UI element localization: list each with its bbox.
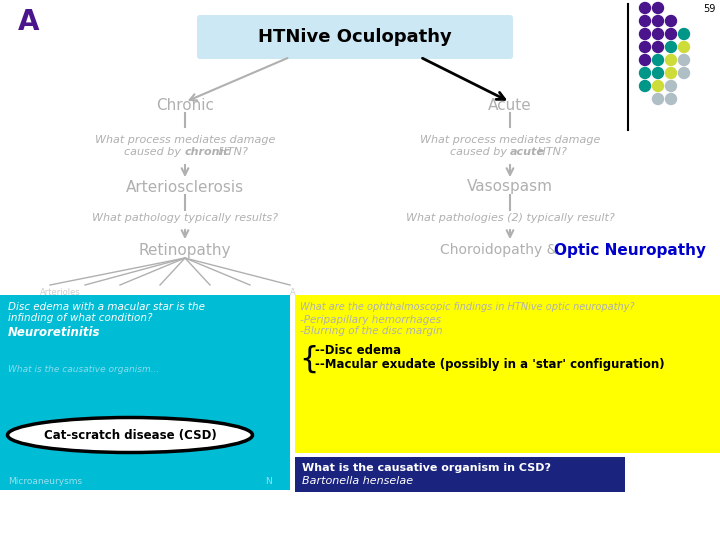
Circle shape	[652, 93, 664, 105]
FancyBboxPatch shape	[295, 295, 720, 453]
Circle shape	[665, 80, 677, 91]
Circle shape	[652, 29, 664, 39]
Text: Vasospasm: Vasospasm	[467, 179, 553, 194]
Ellipse shape	[7, 417, 253, 453]
Circle shape	[639, 3, 650, 14]
Circle shape	[639, 16, 650, 26]
FancyBboxPatch shape	[197, 15, 513, 59]
Text: Arterioles: Arterioles	[40, 288, 81, 297]
Text: What process mediates damage: What process mediates damage	[420, 135, 600, 145]
Circle shape	[678, 55, 690, 65]
Circle shape	[639, 42, 650, 52]
Text: A: A	[18, 8, 40, 36]
Text: What is the causative organism...: What is the causative organism...	[8, 365, 159, 374]
Circle shape	[652, 80, 664, 91]
Text: caused by: caused by	[449, 147, 510, 157]
Text: What are the ophthalmoscopic findings in HTNive optic neuropathy?: What are the ophthalmoscopic findings in…	[300, 302, 634, 312]
Circle shape	[665, 55, 677, 65]
Text: Cat-scratch disease (CSD): Cat-scratch disease (CSD)	[44, 429, 217, 442]
Text: Disc edema with a macular star is the: Disc edema with a macular star is the	[8, 302, 205, 312]
Circle shape	[678, 29, 690, 39]
Text: acute: acute	[510, 147, 545, 157]
Text: caused by: caused by	[125, 147, 185, 157]
FancyBboxPatch shape	[0, 295, 290, 490]
Text: -Peripapillary hemorrhages: -Peripapillary hemorrhages	[300, 315, 441, 325]
Circle shape	[639, 68, 650, 78]
Text: Neuroretinitis: Neuroretinitis	[8, 326, 101, 339]
Circle shape	[639, 80, 650, 91]
Text: --Disc edema: --Disc edema	[315, 344, 401, 357]
Text: infinding of what condition?: infinding of what condition?	[8, 313, 153, 323]
Text: Optic Neuropathy: Optic Neuropathy	[554, 242, 706, 258]
Text: Bartonella henselae: Bartonella henselae	[302, 476, 413, 486]
Text: N: N	[265, 477, 271, 486]
Text: What pathologies (2) typically result?: What pathologies (2) typically result?	[405, 213, 614, 223]
Text: Chronic: Chronic	[156, 98, 214, 113]
Text: Microaneurysms: Microaneurysms	[8, 477, 82, 486]
Text: -Blurring of the disc margin: -Blurring of the disc margin	[300, 326, 443, 336]
Text: What pathology typically results?: What pathology typically results?	[92, 213, 278, 223]
FancyBboxPatch shape	[295, 457, 625, 492]
Text: HTN?: HTN?	[534, 147, 567, 157]
Text: Acute: Acute	[488, 98, 532, 113]
Circle shape	[652, 16, 664, 26]
Text: Choroidopathy &: Choroidopathy &	[440, 243, 562, 257]
Text: HTNive Oculopathy: HTNive Oculopathy	[258, 28, 452, 46]
Circle shape	[665, 42, 677, 52]
Text: Arteriosclerosis: Arteriosclerosis	[126, 179, 244, 194]
Text: A: A	[290, 288, 296, 297]
Text: Retinopathy: Retinopathy	[139, 242, 231, 258]
Circle shape	[678, 42, 690, 52]
Circle shape	[665, 16, 677, 26]
Circle shape	[665, 68, 677, 78]
Circle shape	[652, 68, 664, 78]
Circle shape	[639, 29, 650, 39]
Circle shape	[652, 3, 664, 14]
Circle shape	[678, 68, 690, 78]
Text: --Macular exudate (possibly in a 'star' configuration): --Macular exudate (possibly in a 'star' …	[315, 358, 665, 371]
Text: HTN?: HTN?	[215, 147, 248, 157]
Circle shape	[639, 55, 650, 65]
Circle shape	[652, 55, 664, 65]
Text: chronic: chronic	[185, 147, 231, 157]
Circle shape	[652, 42, 664, 52]
Circle shape	[665, 93, 677, 105]
Text: {: {	[299, 345, 318, 374]
Circle shape	[665, 29, 677, 39]
Text: 59: 59	[703, 4, 716, 14]
Text: What is the causative organism in CSD?: What is the causative organism in CSD?	[302, 463, 551, 473]
Text: What process mediates damage: What process mediates damage	[95, 135, 275, 145]
